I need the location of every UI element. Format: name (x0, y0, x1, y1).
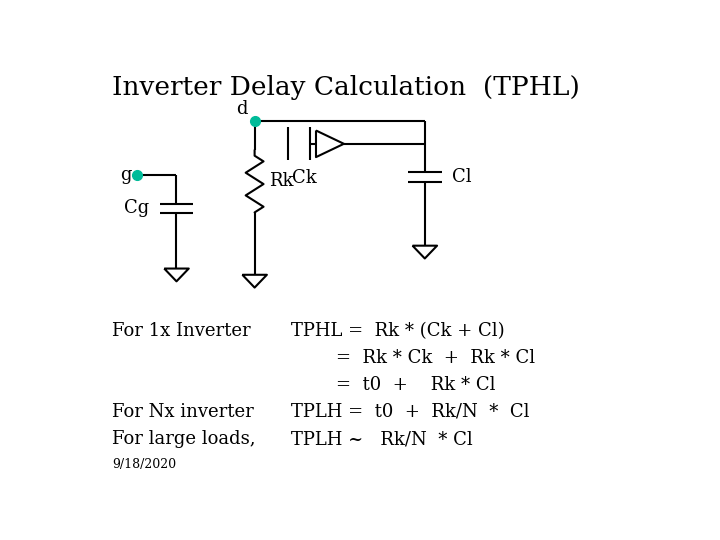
Text: For Nx inverter: For Nx inverter (112, 403, 254, 421)
Text: =  Rk * Ck  +  Rk * Cl: = Rk * Ck + Rk * Cl (336, 349, 535, 367)
Text: 9/18/2020: 9/18/2020 (112, 458, 176, 471)
Text: d: d (236, 99, 248, 118)
Text: Ck: Ck (292, 168, 318, 187)
Text: For large loads,: For large loads, (112, 430, 256, 448)
Text: TPLH =  t0  +  Rk/N  *  Cl: TPLH = t0 + Rk/N * Cl (291, 403, 529, 421)
Text: TPHL =  Rk * (Ck + Cl): TPHL = Rk * (Ck + Cl) (291, 322, 505, 340)
Text: Cg: Cg (125, 199, 150, 217)
Text: TPLH ~   Rk/N  * Cl: TPLH ~ Rk/N * Cl (291, 430, 472, 448)
Text: Cl: Cl (451, 168, 471, 186)
Text: g: g (120, 166, 132, 184)
Text: =  t0  +    Rk * Cl: = t0 + Rk * Cl (336, 376, 495, 394)
Text: For 1x Inverter: For 1x Inverter (112, 322, 251, 340)
Text: Rk: Rk (269, 172, 293, 190)
Text: Inverter Delay Calculation  (TPHL): Inverter Delay Calculation (TPHL) (112, 75, 580, 100)
